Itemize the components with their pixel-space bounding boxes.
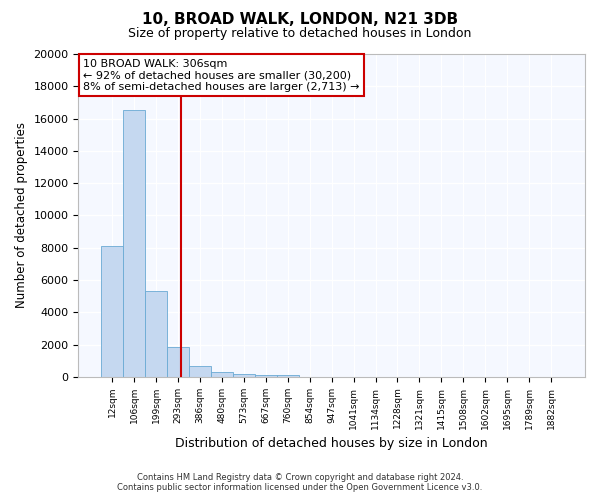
Bar — [277, 375, 299, 377]
Bar — [255, 375, 277, 377]
X-axis label: Distribution of detached houses by size in London: Distribution of detached houses by size … — [175, 437, 488, 450]
Bar — [233, 374, 255, 377]
Bar — [101, 246, 124, 377]
Text: Size of property relative to detached houses in London: Size of property relative to detached ho… — [128, 28, 472, 40]
Text: 10 BROAD WALK: 306sqm
← 92% of detached houses are smaller (30,200)
8% of semi-d: 10 BROAD WALK: 306sqm ← 92% of detached … — [83, 59, 360, 92]
Bar — [211, 372, 233, 377]
Bar — [167, 347, 189, 377]
Text: 10, BROAD WALK, LONDON, N21 3DB: 10, BROAD WALK, LONDON, N21 3DB — [142, 12, 458, 28]
Y-axis label: Number of detached properties: Number of detached properties — [15, 122, 28, 308]
Text: Contains HM Land Registry data © Crown copyright and database right 2024.
Contai: Contains HM Land Registry data © Crown c… — [118, 473, 482, 492]
Bar — [145, 292, 167, 377]
Bar — [124, 110, 145, 377]
Bar — [189, 366, 211, 377]
